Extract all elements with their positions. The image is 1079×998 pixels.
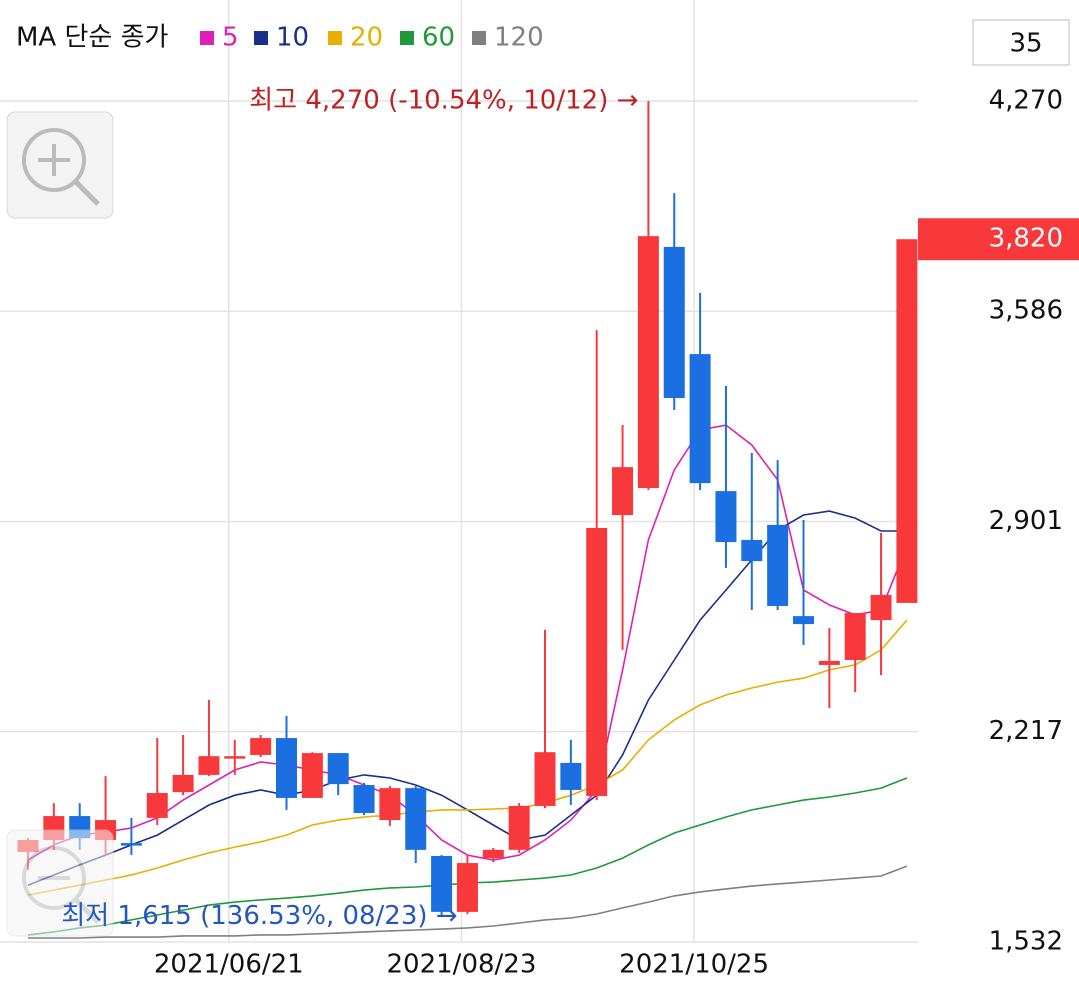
legend-swatch <box>472 31 486 45</box>
candle-body <box>120 843 142 846</box>
candle-body <box>715 491 737 543</box>
candle-body <box>405 788 427 850</box>
y-tick-label: 3,586 <box>989 296 1063 326</box>
candle-body <box>431 855 453 912</box>
plot <box>0 0 918 943</box>
candle-body <box>172 774 194 793</box>
candle-body <box>508 805 530 850</box>
candle-body <box>482 849 504 859</box>
candle-body <box>534 752 556 806</box>
candle-body <box>224 756 246 759</box>
candle-body <box>379 788 401 821</box>
period-box[interactable] <box>972 19 1070 66</box>
candle-body <box>870 594 892 621</box>
legend-swatch <box>400 31 414 45</box>
legend-label: 10 <box>276 23 309 53</box>
candle-body <box>353 785 375 813</box>
period-input[interactable]: 35 <box>1009 29 1042 59</box>
legend-swatch <box>200 31 214 45</box>
candle-body <box>250 738 272 755</box>
ma-line <box>27 619 908 896</box>
candle-body <box>198 756 220 775</box>
candle-body <box>637 236 659 489</box>
zoom-out-button[interactable] <box>6 829 114 937</box>
y-tick-label: 2,217 <box>989 716 1063 746</box>
candle-body <box>818 660 840 665</box>
legend-label: 20 <box>350 23 383 53</box>
candle-body <box>612 467 634 516</box>
candle-body <box>663 246 685 399</box>
legend-label: 60 <box>422 23 455 53</box>
overlay: 1,532 2,217 2,901 3,586 4,270 2021/06/21 2021/… <box>61 23 1079 980</box>
legend-swatch <box>328 31 342 45</box>
legend-title: MA 단순 종가 <box>16 23 169 53</box>
legend-swatch <box>254 31 268 45</box>
y-tick-label: 4,270 <box>989 86 1063 116</box>
high-note: 최고 4,270 (-10.54%, 10/12) → <box>249 86 638 116</box>
candle-body <box>896 239 918 603</box>
candle-body <box>767 524 789 606</box>
x-tick-label: 2021/06/21 <box>154 950 304 980</box>
candle-body <box>844 613 866 661</box>
candle-body <box>301 753 323 798</box>
candle-body <box>276 738 297 798</box>
candle-body <box>456 863 478 912</box>
candle-body <box>327 753 349 785</box>
low-note: 최저 1,615 (136.53%, 08/23) → <box>61 901 457 931</box>
x-tick-label: 2021/08/23 <box>387 950 537 980</box>
last-price-tag <box>918 218 1079 261</box>
ma-line <box>28 865 908 939</box>
candle-body <box>793 616 814 625</box>
candle-body <box>741 539 763 562</box>
zoom-in-button[interactable] <box>6 111 114 219</box>
x-tick-label: 2021/10/25 <box>619 950 769 980</box>
candle-body <box>146 793 168 818</box>
legend-label: 120 <box>494 23 544 53</box>
candle-body <box>560 762 582 790</box>
legend-label: 5 <box>222 23 239 53</box>
y-tick-label: 2,901 <box>989 506 1063 536</box>
last-price-label: 3,820 <box>989 224 1063 254</box>
candle-body <box>689 354 711 484</box>
y-tick-label: 1,532 <box>989 927 1063 957</box>
candle-body <box>586 527 608 797</box>
